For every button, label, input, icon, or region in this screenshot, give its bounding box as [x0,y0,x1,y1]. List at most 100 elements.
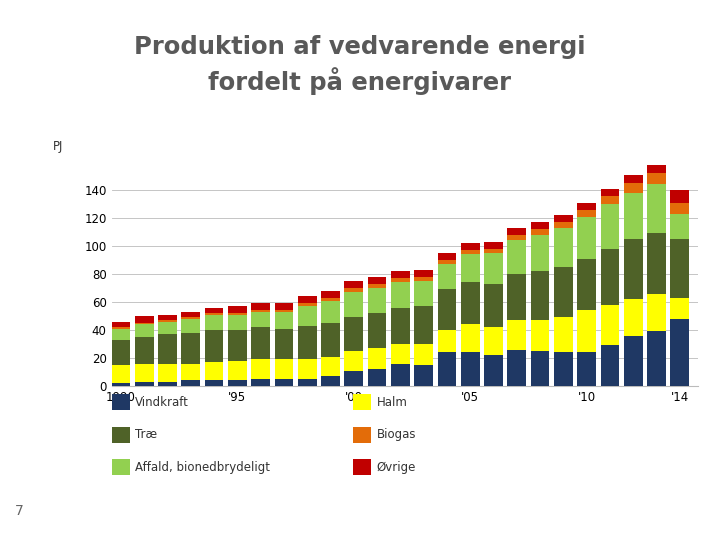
Bar [531,222,549,229]
Bar [461,325,480,353]
Bar [484,242,503,249]
Bar [414,306,433,344]
Bar [181,318,200,319]
Bar [344,318,363,351]
Bar [531,351,549,386]
Bar [228,361,247,381]
Bar [438,289,456,330]
Bar [158,334,177,364]
Bar [554,318,572,353]
Bar [461,353,480,386]
Text: Affald, bionedbrydeligt: Affald, bionedbrydeligt [135,461,271,474]
Bar [670,319,689,386]
Bar [344,370,363,386]
Bar [251,360,270,379]
Bar [181,312,200,318]
Bar [274,310,293,312]
Bar [508,320,526,350]
Bar [531,229,549,235]
Bar [298,379,317,386]
Bar [298,306,317,326]
Bar [112,365,130,383]
Bar [554,222,572,228]
Bar [181,319,200,333]
Bar [600,204,619,249]
Bar [577,202,596,210]
Bar [321,291,340,298]
Bar [414,277,433,281]
Text: PJ: PJ [53,140,63,153]
Bar [438,353,456,386]
Bar [508,235,526,240]
Bar [461,282,480,325]
Text: Træ: Træ [135,428,158,441]
Bar [554,215,572,222]
Text: Vindkraft: Vindkraft [135,396,189,409]
Bar [670,298,689,319]
Bar [274,329,293,360]
Bar [391,271,410,278]
Bar [484,355,503,386]
Bar [368,348,387,369]
Bar [158,322,177,334]
Bar [204,308,223,313]
Bar [135,325,153,337]
Bar [112,327,130,329]
Text: 7: 7 [14,504,23,518]
Bar [391,364,410,386]
Bar [508,350,526,386]
Text: Produktion af vedvarende energi: Produktion af vedvarende energi [134,35,586,59]
Bar [414,270,433,277]
Bar [461,254,480,282]
Bar [624,174,642,183]
Bar [600,346,619,386]
Bar [600,249,619,305]
Bar [321,298,340,301]
Bar [228,315,247,330]
Bar [531,271,549,320]
Bar [298,360,317,379]
Bar [438,260,456,264]
Bar [670,239,689,298]
Bar [600,188,619,195]
Text: Øvrige: Øvrige [377,461,416,474]
Bar [135,323,153,325]
Bar [158,364,177,382]
Bar [274,379,293,386]
Bar [484,253,503,284]
Bar [251,327,270,360]
Bar [531,320,549,351]
Bar [251,303,270,310]
Bar [251,310,270,312]
Bar [624,193,642,239]
Bar [344,281,363,288]
Bar [298,326,317,360]
Bar [554,228,572,267]
Bar [554,267,572,318]
Bar [204,315,223,330]
Bar [181,333,200,364]
Bar [647,294,666,332]
Bar [344,288,363,292]
Bar [368,284,387,288]
Text: fordelt på energivarer: fordelt på energivarer [209,68,511,96]
Bar [414,344,433,365]
Bar [368,313,387,348]
Text: Biogas: Biogas [377,428,416,441]
Bar [298,296,317,303]
Bar [321,357,340,376]
Bar [274,360,293,379]
Bar [461,250,480,254]
Bar [391,344,410,364]
Bar [438,264,456,289]
Bar [577,310,596,353]
Bar [135,364,153,382]
Bar [577,210,596,217]
Bar [647,233,666,294]
Bar [484,249,503,253]
Bar [344,351,363,370]
Bar [414,365,433,386]
Bar [670,202,689,214]
Bar [391,308,410,344]
Bar [670,214,689,239]
